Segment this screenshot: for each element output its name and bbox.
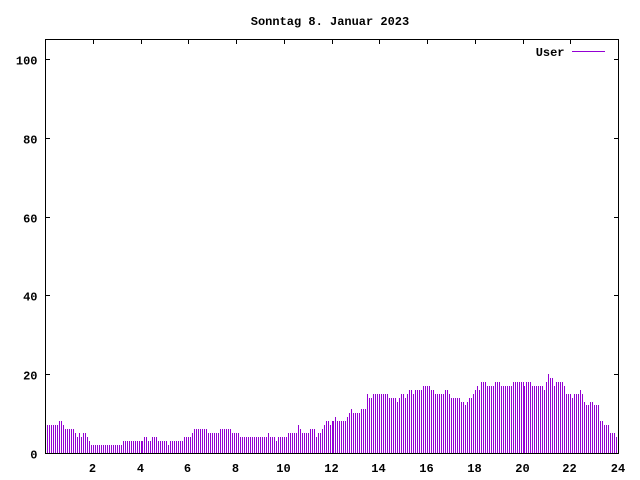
svg-text:18: 18 <box>467 462 481 476</box>
svg-text:6: 6 <box>184 462 191 476</box>
svg-text:8: 8 <box>232 462 239 476</box>
svg-text:2: 2 <box>89 462 96 476</box>
svg-text:0: 0 <box>30 449 37 463</box>
svg-text:Sonntag 8. Januar 2023: Sonntag 8. Januar 2023 <box>251 15 409 29</box>
svg-text:20: 20 <box>515 462 529 476</box>
svg-text:40: 40 <box>23 291 37 305</box>
svg-text:16: 16 <box>419 462 433 476</box>
svg-text:20: 20 <box>23 370 37 384</box>
svg-text:14: 14 <box>371 462 385 476</box>
svg-text:60: 60 <box>23 213 37 227</box>
svg-text:12: 12 <box>324 462 338 476</box>
svg-text:80: 80 <box>23 134 37 148</box>
svg-text:24: 24 <box>611 462 625 476</box>
svg-text:4: 4 <box>137 462 144 476</box>
svg-text:100: 100 <box>16 55 38 69</box>
svg-text:10: 10 <box>276 462 290 476</box>
svg-text:22: 22 <box>562 462 576 476</box>
svg-text:User: User <box>536 46 565 60</box>
